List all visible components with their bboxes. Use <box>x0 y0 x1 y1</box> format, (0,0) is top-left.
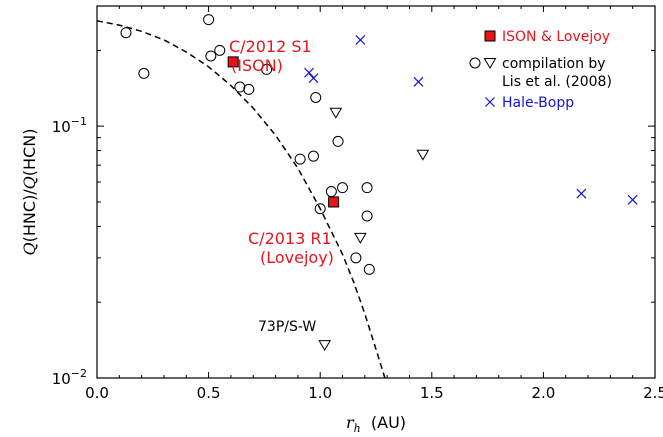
legend-label: compilation by <box>502 56 606 72</box>
data-point-open-circle <box>261 63 273 75</box>
data-point-open-circle <box>361 182 373 194</box>
data-point-x <box>627 194 638 205</box>
axes: 0.0 0.5 1.0 1.5 2.0 2.5 10−2 10−1 rh (AU) Q(HNC)/… <box>20 6 663 435</box>
legend-marker-open-triangle-down <box>483 58 497 69</box>
plot-frame <box>96 5 656 379</box>
legend-label: ISON & Lovejoy <box>502 29 610 45</box>
data-point-open-circle <box>314 203 326 215</box>
data-point-x <box>576 188 587 199</box>
x-tick-label: 0.0 <box>85 384 109 402</box>
data-point-x <box>355 34 366 45</box>
data-point-open-triangle-down <box>416 149 430 161</box>
y-tick-label: 10−2 <box>52 367 87 388</box>
model-curve-layer <box>97 20 386 378</box>
data-point-x <box>413 76 424 87</box>
y-tick-label: 10−1 <box>52 115 87 136</box>
data-point-open-circle <box>138 67 150 79</box>
data-point-x <box>304 67 314 78</box>
annotation-label: 73P/S-W <box>258 319 316 335</box>
data-point-open-circle <box>243 83 255 95</box>
data-point-open-circle <box>214 44 226 56</box>
data-point-filled-square <box>227 56 239 68</box>
data-point-open-circle <box>203 14 215 26</box>
data-markers <box>120 14 638 352</box>
point-annotations: C/2012 S1(ISON) C/2013 R1(Lovejoy) 73P/S-W <box>229 37 334 335</box>
model-curve <box>97 20 386 378</box>
legend-marker-filled-square <box>484 30 496 42</box>
legend-marker-x <box>485 97 495 107</box>
data-point-open-circle <box>363 263 375 275</box>
x-axis-label: rh (AU) <box>346 413 406 435</box>
data-point-open-triangle-down <box>329 107 343 119</box>
data-point-open-circle <box>205 50 217 62</box>
data-point-open-circle <box>337 182 349 194</box>
data-point-open-triangle-down <box>318 340 332 352</box>
data-point-open-circle <box>120 27 132 39</box>
x-tick-label: 1.0 <box>308 384 332 402</box>
data-point-open-triangle-down <box>354 232 367 244</box>
data-point-open-circle <box>310 91 322 103</box>
plot-background <box>97 6 655 378</box>
data-point-open-circle <box>308 150 320 162</box>
data-point-open-circle <box>325 186 337 198</box>
annotation-label: (ISON) <box>231 56 283 75</box>
data-point-open-circle <box>294 153 306 165</box>
legend: ISON & Lovejoy compilation by Lis et al. (… <box>469 29 612 111</box>
x-tick-label: 2.0 <box>531 384 555 402</box>
data-point-filled-square <box>328 196 340 208</box>
x-tick-label: 1.5 <box>420 384 444 402</box>
y-axis-label: Q(HNC)/Q(HCN) <box>20 129 39 256</box>
annotation-label: C/2012 S1 <box>229 37 312 56</box>
x-tick-label: 2.5 <box>643 384 663 402</box>
legend-label: Lis et al. (2008) <box>502 74 612 90</box>
legend-marker-open-circle <box>469 57 481 69</box>
data-point-open-circle <box>332 135 344 147</box>
data-point-open-circle <box>361 210 373 222</box>
x-tick-label: 0.5 <box>197 384 221 402</box>
annotation-label: (Lovejoy) <box>260 248 334 267</box>
annotation-label: C/2013 R1 <box>248 229 332 248</box>
data-point-open-circle <box>350 252 362 264</box>
legend-label: Hale-Bopp <box>502 95 574 111</box>
data-point-x <box>308 73 319 84</box>
